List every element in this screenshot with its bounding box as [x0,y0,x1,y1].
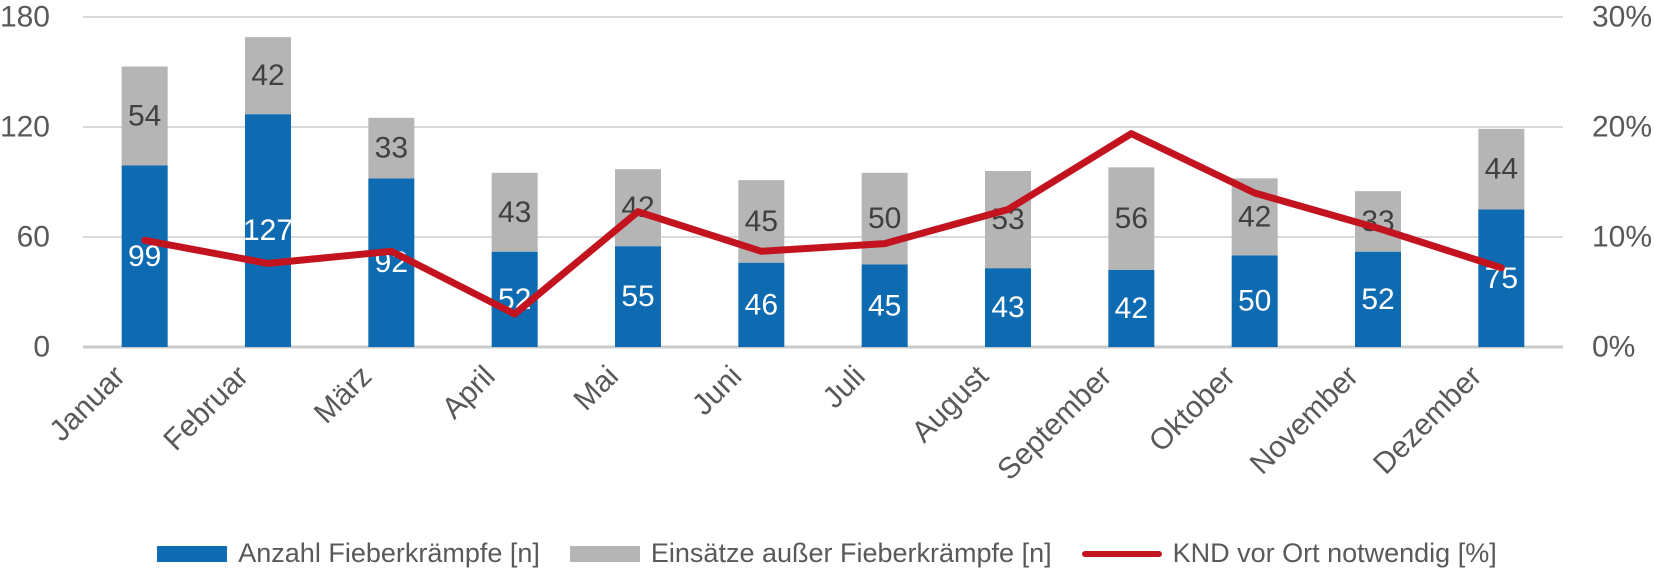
right-axis-tick-label: 0% [1592,331,1635,364]
legend-label: Einsätze außer Fieberkrämpfe [n] [650,538,1052,568]
x-axis-label-januar: Januar [43,360,131,448]
legend-label: KND vor Ort notwendig [%] [1172,538,1497,568]
bar-value-label: 42 [1238,200,1271,233]
bar-value-label: 54 [128,100,161,133]
x-axis-label-oktober: Oktober [1143,360,1242,459]
bar-segment-fieberkraempfe-januar [121,165,168,347]
legend-label: Anzahl Fieberkrämpfe [n] [238,538,540,568]
left-axis-tick-label: 120 [0,111,50,144]
bar-value-label: 55 [621,280,654,313]
x-axis-label-februar: Februar [157,360,255,458]
x-axis-label-juni: Juni [686,360,748,422]
bar-segment-einsaetze-mai [615,169,661,247]
legend-swatch-bar-icon [157,545,228,562]
x-axis-label-april: April [436,360,502,426]
bar-value-label: 45 [745,205,778,238]
bar-value-label: 50 [868,202,901,235]
bar-segment-fieberkraempfe-mai [615,246,661,347]
x-axis-label-märz: März [308,360,378,430]
right-axis-tick-label: 10% [1592,221,1652,254]
x-axis-label-november: November [1244,360,1365,481]
bar-value-label: 43 [498,196,531,229]
bar-value-label: 33 [375,132,408,165]
legend-item-bar1: Einsätze außer Fieberkrämpfe [n] [569,538,1052,569]
x-axis-label-september: September [991,360,1118,487]
bar-segment-einsaetze-märz [368,117,415,179]
bar-segment-fieberkraempfe-august [985,268,1031,347]
bar-segment-einsaetze-september [1108,167,1155,270]
bar-segment-fieberkraempfe-juni [738,262,785,347]
bar-value-label: 56 [1115,202,1148,235]
left-axis-tick-label: 0 [33,331,50,364]
bar-segment-einsaetze-august [985,171,1031,269]
trend-line-knd [141,130,1505,318]
x-axis-label-mai: Mai [567,360,625,418]
left-axis-tick-label: 60 [17,221,50,254]
left-axis-tick-label: 180 [0,1,50,34]
x-axis-label-august: August [906,359,996,449]
bar-segment-einsaetze-juli [861,172,908,265]
bar-segment-einsaetze-april [491,172,538,252]
bar-segment-fieberkraempfe-februar [245,114,291,348]
bar-value-label: 42 [251,59,284,92]
right-axis-tick-label: 30% [1592,1,1652,34]
legend-item-bar0: Anzahl Fieberkrämpfe [n] [157,538,540,569]
bar-value-label: 50 [1238,285,1271,318]
bar-value-label: 52 [1361,283,1394,316]
bar-segment-einsaetze-januar [121,66,168,166]
legend-swatch-bar-icon [569,545,640,562]
bar-value-label: 42 [1115,292,1148,325]
bar-value-label: 127 [243,214,293,247]
bar-segment-fieberkraempfe-september [1108,270,1155,347]
bar-segment-fieberkraempfe-dezember [1478,209,1525,347]
legend-item-line: KND vor Ort notwendig [%] [1081,538,1497,569]
legend-swatch-line-icon [1081,550,1162,557]
bar-value-label: 45 [868,289,901,322]
bar-segment-einsaetze-dezember [1478,128,1525,210]
bar-value-label: 44 [1485,153,1518,186]
x-axis-label-juli: Juli [816,360,871,415]
bar-value-label: 46 [745,288,778,321]
right-axis-tick-label: 20% [1592,111,1652,144]
bar-segment-einsaetze-februar [245,37,291,115]
bar-segment-fieberkraempfe-november [1355,251,1401,347]
x-axis-label-dezember: Dezember [1367,360,1488,481]
bar-value-label: 43 [991,291,1024,324]
chart-legend: Anzahl Fieberkrämpfe [n] Einsätze außer F… [0,538,1654,569]
bar-segment-fieberkraempfe-oktober [1231,255,1278,347]
bar-segment-fieberkraempfe-juli [861,264,908,347]
